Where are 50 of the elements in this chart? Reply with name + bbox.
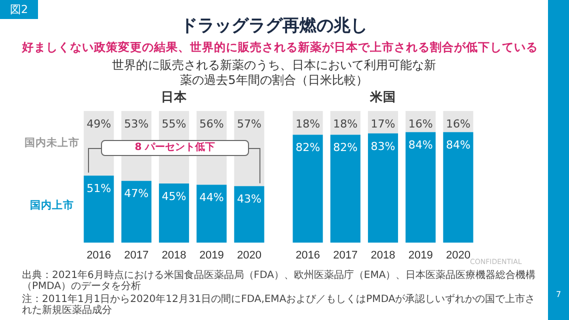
x-tick-label: 2017 [333, 249, 358, 262]
bar [292, 134, 323, 243]
data-label: 53% [124, 117, 149, 130]
text: 7 [554, 290, 562, 299]
x-tick-label: 2019 [408, 249, 433, 262]
data-label: 47% [124, 187, 149, 200]
source-note: 出典：2021年6月時点における米国食品医薬品局（FDA）、欧州医薬品庁（EMA）、日本医薬品医療機器総合機構（PMDA）のデータを分析 [22, 270, 537, 292]
series-label: 国内上市 [30, 198, 74, 212]
x-tick-label: 2016 [296, 249, 320, 262]
data-label: 43% [236, 192, 262, 206]
data-label: 83% [370, 140, 396, 153]
chart-title: 米国 [369, 88, 396, 104]
text: 注：2011年1月1日から2020年12月31日の間にFDA,EMAおよび／もしくはPMDAが承認しいずれかの国で上市された新規医薬品成分 [22, 294, 536, 316]
x-tick-label: 2016 [86, 249, 112, 262]
data-label: 16% [408, 117, 433, 130]
bar [84, 176, 114, 243]
data-label: 84% [446, 138, 470, 152]
text: ドラッグラグ再燃の兆し [180, 16, 368, 36]
bar [368, 133, 398, 243]
bar [443, 132, 474, 243]
data-label: 84% [408, 138, 433, 152]
x-tick-label: 2020 [446, 249, 470, 262]
data-label: 82% [296, 141, 320, 154]
x-tick-label: 2018 [162, 249, 186, 262]
text: 世界的に販売される新薬のうち、日本において利用可能な新薬の過去5年間の割合（日米比較） [111, 58, 437, 88]
data-label: 56% [199, 117, 224, 130]
data-label: 51% [86, 182, 112, 195]
series-label: 国内未上市 [24, 136, 80, 150]
bar [234, 186, 264, 243]
data-label: 16% [446, 117, 470, 130]
data-label: 44% [199, 191, 224, 204]
data-label: 49% [86, 117, 112, 130]
data-label: 18% [296, 117, 320, 130]
chart-title: 日本 [161, 88, 188, 104]
data-label: 55% [162, 117, 186, 130]
x-tick-label: 2018 [370, 249, 396, 262]
x-tick-label: 2017 [124, 249, 149, 262]
data-label: 57% [236, 117, 262, 130]
bar [330, 134, 360, 243]
bar [158, 183, 190, 243]
x-tick-label: 2020 [236, 249, 262, 262]
data-label: 18% [333, 117, 358, 130]
data-label: 45% [162, 190, 186, 203]
data-label: 82% [333, 141, 358, 154]
bar [196, 184, 227, 243]
data-label: 17% [370, 117, 396, 130]
bar [406, 132, 436, 243]
bar [121, 180, 152, 243]
text: 好ましくない政策変更の結果、世界的に販売される新薬が日本で上市される割合が低下している [22, 40, 538, 55]
x-tick-label: 2019 [199, 249, 224, 262]
